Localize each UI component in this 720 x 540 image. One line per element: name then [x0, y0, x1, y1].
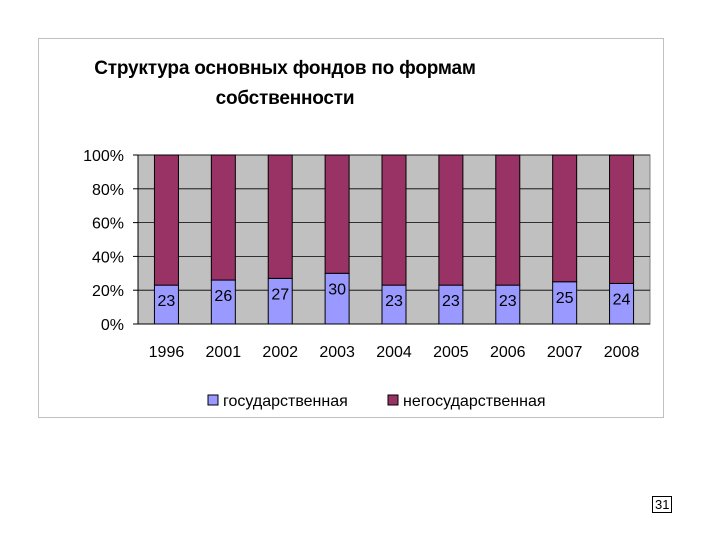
data-label: 23 — [385, 293, 403, 310]
bar-segment — [210, 154, 236, 281]
bar-segment — [381, 284, 407, 325]
data-label: 30 — [328, 281, 346, 298]
bar-segment — [381, 154, 407, 286]
bar-segment — [324, 272, 350, 325]
data-label: 25 — [556, 290, 574, 307]
bar-segment — [609, 282, 635, 325]
data-labels: 23 26 27 30 23 23 23 25 24 — [158, 281, 631, 310]
y-tick-label: 20% — [92, 283, 124, 300]
page-number: 31 — [652, 496, 673, 513]
y-axis-ticks: 0% 20% 40% 60% 80% 100% — [83, 148, 124, 334]
data-label: 26 — [214, 288, 232, 305]
x-tick-label: 2003 — [319, 344, 355, 361]
bar-segment — [267, 154, 293, 279]
x-axis-ticks: 1996 2001 2002 2003 2004 2005 2006 2007 2008 — [149, 344, 640, 361]
x-tick-label: 2005 — [433, 344, 469, 361]
y-tick-label: 40% — [92, 249, 124, 266]
bar-segment — [210, 279, 236, 325]
y-tick-label: 80% — [92, 182, 124, 199]
legend: государственная негосударственная — [207, 393, 546, 410]
legend-label: негосударственная — [403, 393, 546, 410]
bar-segment — [267, 277, 293, 325]
x-tick-label: 2002 — [262, 344, 298, 361]
chart-title: Структура основных фондов по формам собс… — [94, 58, 476, 109]
y-tick-label: 60% — [92, 216, 124, 233]
legend-label: государственная — [223, 393, 348, 410]
bar-segment — [495, 154, 521, 286]
y-tick-label: 0% — [101, 317, 124, 334]
bars — [153, 154, 635, 325]
data-label: 23 — [442, 293, 460, 310]
x-tick-label: 2001 — [206, 344, 242, 361]
data-label: 23 — [499, 293, 517, 310]
legend-swatch — [207, 394, 219, 406]
x-tick-label: 2008 — [604, 344, 640, 361]
bar-segment — [552, 154, 578, 283]
data-label: 23 — [158, 293, 176, 310]
legend-swatch — [387, 394, 399, 406]
bar-segment — [438, 154, 464, 286]
bar-segment — [324, 154, 350, 274]
bar-segment — [495, 284, 521, 325]
x-tick-label: 1996 — [149, 344, 185, 361]
bar-segment — [438, 284, 464, 325]
bar-segment — [153, 154, 179, 286]
x-tick-label: 2006 — [490, 344, 526, 361]
data-label: 24 — [613, 291, 631, 308]
y-tick-label: 100% — [83, 148, 124, 165]
data-label: 27 — [271, 286, 289, 303]
x-tick-label: 2004 — [376, 344, 412, 361]
x-tick-label: 2007 — [547, 344, 583, 361]
bar-segment — [153, 284, 179, 325]
bar-segment — [609, 154, 635, 284]
